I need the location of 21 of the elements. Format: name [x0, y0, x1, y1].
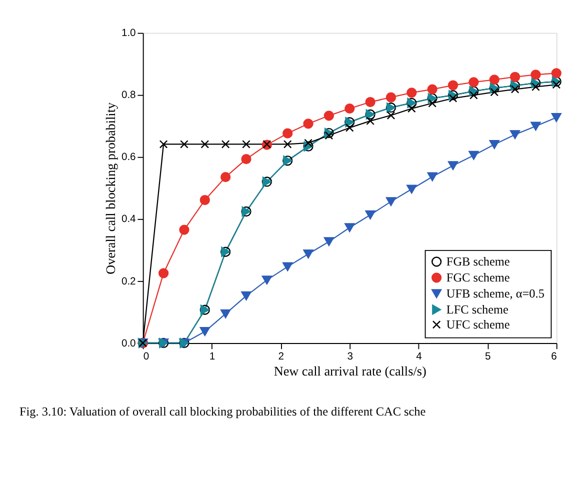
x-tick-label: 2 [278, 351, 284, 362]
legend-label: LFC scheme [446, 302, 508, 316]
x-tick-label: 5 [485, 351, 492, 362]
y-tick-label: 0.6 [121, 152, 136, 164]
y-tick-label: 0.4 [121, 214, 136, 226]
legend-label: FGC scheme [446, 270, 510, 284]
legend-label: FGB scheme [446, 254, 510, 268]
y-tick-label: 0.0 [121, 338, 136, 350]
y-tick-label: 0.8 [121, 90, 136, 102]
y-axis-title: Overall call blocking probability [102, 102, 118, 274]
x-axis-title: New call arrival rate (calls/s) [274, 363, 426, 378]
x-tick-label: 6 [551, 351, 558, 362]
legend-label: UFC scheme [446, 317, 510, 332]
x-tick-label: 0 [143, 351, 150, 362]
legend-label: UFB scheme, α=0.5 [446, 286, 544, 300]
y-tick-label: 0.2 [121, 276, 136, 288]
x-tick-label: 1 [209, 351, 216, 362]
caption: Fig. 3.10: Valuation of overall call blocking probabilities of the different CAC sche [19, 404, 426, 418]
x-tick-label: 4 [416, 351, 422, 362]
y-tick-label: 1.0 [121, 28, 136, 40]
x-tick-label: 3 [347, 351, 354, 362]
